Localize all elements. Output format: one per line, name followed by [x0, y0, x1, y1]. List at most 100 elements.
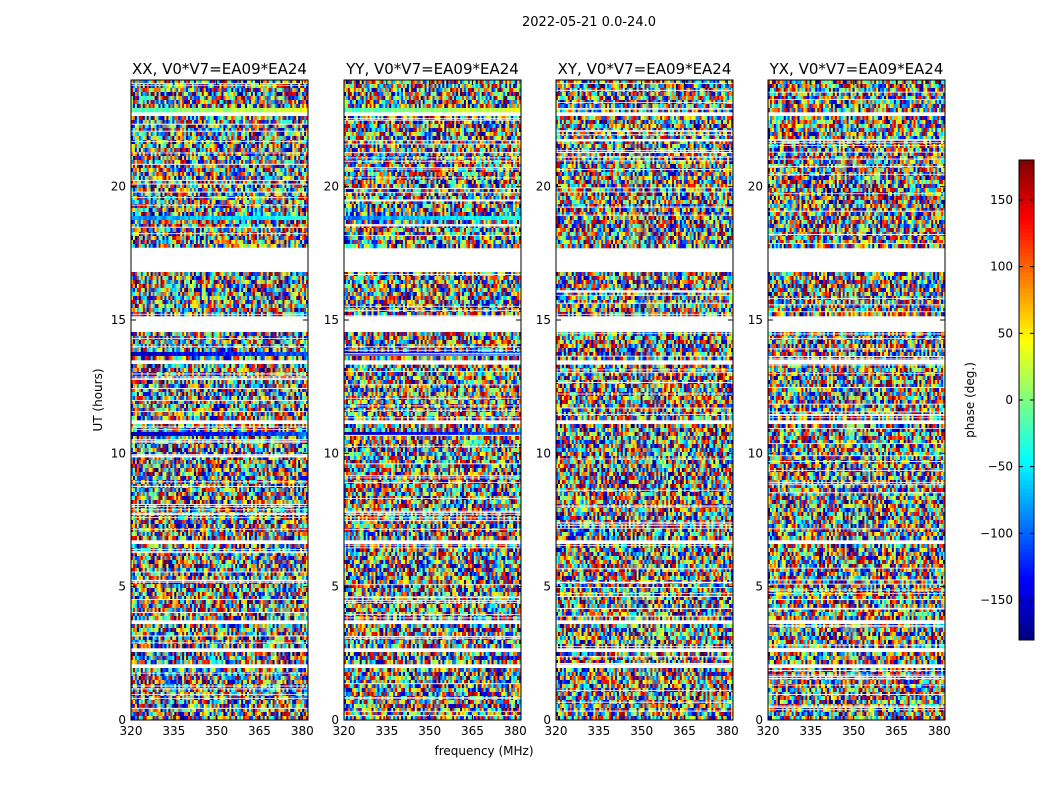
- colorbar-segment: [1019, 220, 1034, 225]
- colorbar-segment: [1019, 224, 1034, 229]
- y-tick-label: 20: [324, 180, 339, 194]
- colorbar-segment: [1019, 232, 1034, 237]
- colorbar-segment: [1019, 444, 1034, 449]
- colorbar-segment: [1019, 364, 1034, 369]
- colorbar-segment: [1019, 356, 1034, 361]
- colorbar-segment: [1019, 484, 1034, 489]
- x-tick-label: 335: [162, 724, 185, 738]
- colorbar-segment: [1019, 396, 1034, 401]
- colorbar-segment: [1019, 596, 1034, 601]
- colorbar-tick-label: −100: [980, 526, 1013, 540]
- colorbar-segment: [1019, 372, 1034, 377]
- colorbar-segment: [1019, 388, 1034, 393]
- colorbar-segment: [1019, 552, 1034, 557]
- colorbar-segment: [1019, 340, 1034, 345]
- panel-xx: XX, V0*V7=EA09*EA24 320 335 350 365 380 0 5 10 15…: [111, 60, 314, 738]
- colorbar-segment: [1019, 592, 1034, 597]
- y-tick-label: 20: [748, 180, 763, 194]
- colorbar-segment: [1019, 420, 1034, 425]
- colorbar-segment: [1019, 176, 1034, 181]
- colorbar-segment: [1019, 528, 1034, 533]
- colorbar-segment: [1019, 572, 1034, 577]
- colorbar-segment: [1019, 584, 1034, 589]
- colorbar-segment: [1019, 404, 1034, 409]
- colorbar-segment: [1019, 544, 1034, 549]
- colorbar-segment: [1019, 380, 1034, 385]
- colorbar-segment: [1019, 568, 1034, 573]
- colorbar-segment: [1019, 304, 1034, 309]
- colorbar-segment: [1019, 376, 1034, 381]
- colorbar-segment: [1019, 524, 1034, 529]
- panel-frame: [343, 79, 522, 721]
- colorbar-segment: [1019, 628, 1034, 633]
- panel-xy: XY, V0*V7=EA09*EA24 320 335 350 365 380 0 5 10 15…: [536, 60, 739, 738]
- colorbar-segment: [1019, 548, 1034, 553]
- y-tick-label: 10: [111, 446, 126, 460]
- y-tick-label: 5: [543, 580, 551, 594]
- panel-title: XX, V0*V7=EA09*EA24: [132, 60, 307, 78]
- colorbar-segment: [1019, 276, 1034, 281]
- y-axis-label: UT (hours): [91, 368, 105, 431]
- colorbar-segment: [1019, 336, 1034, 341]
- x-tick-label: 320: [333, 724, 356, 738]
- colorbar-tick-label: −150: [980, 593, 1013, 607]
- y-tick-label: 0: [118, 713, 126, 727]
- colorbar-segment: [1019, 256, 1034, 261]
- colorbar: 150 100 50 0 −50 −100 −150: [980, 159, 1035, 641]
- colorbar-segment: [1019, 492, 1034, 497]
- colorbar-segment: [1019, 508, 1034, 513]
- x-tick-label: 350: [842, 724, 865, 738]
- colorbar-segment: [1019, 624, 1034, 629]
- colorbar-segment: [1019, 188, 1034, 193]
- colorbar-segment: [1019, 316, 1034, 321]
- colorbar-segment: [1019, 504, 1034, 509]
- colorbar-segment: [1019, 240, 1034, 245]
- colorbar-segment: [1019, 244, 1034, 249]
- colorbar-segment: [1019, 532, 1034, 537]
- colorbar-segment: [1019, 496, 1034, 501]
- x-tick-label: 365: [673, 724, 696, 738]
- colorbar-segment: [1019, 412, 1034, 417]
- panel-frame: [767, 79, 946, 721]
- colorbar-segment: [1019, 580, 1034, 585]
- colorbar-segment: [1019, 268, 1034, 273]
- colorbar-tick-label: 100: [990, 260, 1013, 274]
- panel-title: YY, V0*V7=EA09*EA24: [345, 60, 519, 78]
- y-tick-label: 0: [543, 713, 551, 727]
- colorbar-segment: [1019, 400, 1034, 405]
- colorbar-segment: [1019, 228, 1034, 233]
- colorbar-segment: [1019, 392, 1034, 397]
- phase-heatmap-xy: [556, 80, 733, 720]
- colorbar-segment: [1019, 432, 1034, 437]
- colorbar-segment: [1019, 264, 1034, 269]
- colorbar-segment: [1019, 612, 1034, 617]
- colorbar-segment: [1019, 248, 1034, 253]
- x-tick-label: 380: [716, 724, 739, 738]
- y-tick-label: 15: [111, 313, 126, 327]
- colorbar-tick-label: −50: [988, 460, 1013, 474]
- colorbar-segment: [1019, 636, 1034, 641]
- colorbar-segment: [1019, 576, 1034, 581]
- colorbar-segment: [1019, 288, 1034, 293]
- y-tick-label: 5: [331, 580, 339, 594]
- colorbar-segment: [1019, 512, 1034, 517]
- colorbar-segment: [1019, 192, 1034, 197]
- colorbar-tick-label: 0: [1005, 393, 1013, 407]
- colorbar-segment: [1019, 272, 1034, 277]
- panel-frame: [130, 79, 309, 721]
- panel-yx: YX, V0*V7=EA09*EA24 320 335 350 365 380 0 5 10 15…: [748, 60, 951, 738]
- colorbar-segment: [1019, 312, 1034, 317]
- colorbar-segment: [1019, 164, 1034, 169]
- x-tick-label: 365: [885, 724, 908, 738]
- colorbar-segment: [1019, 480, 1034, 485]
- y-tick-label: 0: [755, 713, 763, 727]
- y-tick-label: 5: [755, 580, 763, 594]
- y-tick-label: 10: [324, 446, 339, 460]
- colorbar-segment: [1019, 600, 1034, 605]
- colorbar-segment: [1019, 620, 1034, 625]
- colorbar-segment: [1019, 212, 1034, 217]
- colorbar-segment: [1019, 160, 1034, 165]
- colorbar-segment: [1019, 440, 1034, 445]
- colorbar-segment: [1019, 460, 1034, 465]
- colorbar-segment: [1019, 348, 1034, 353]
